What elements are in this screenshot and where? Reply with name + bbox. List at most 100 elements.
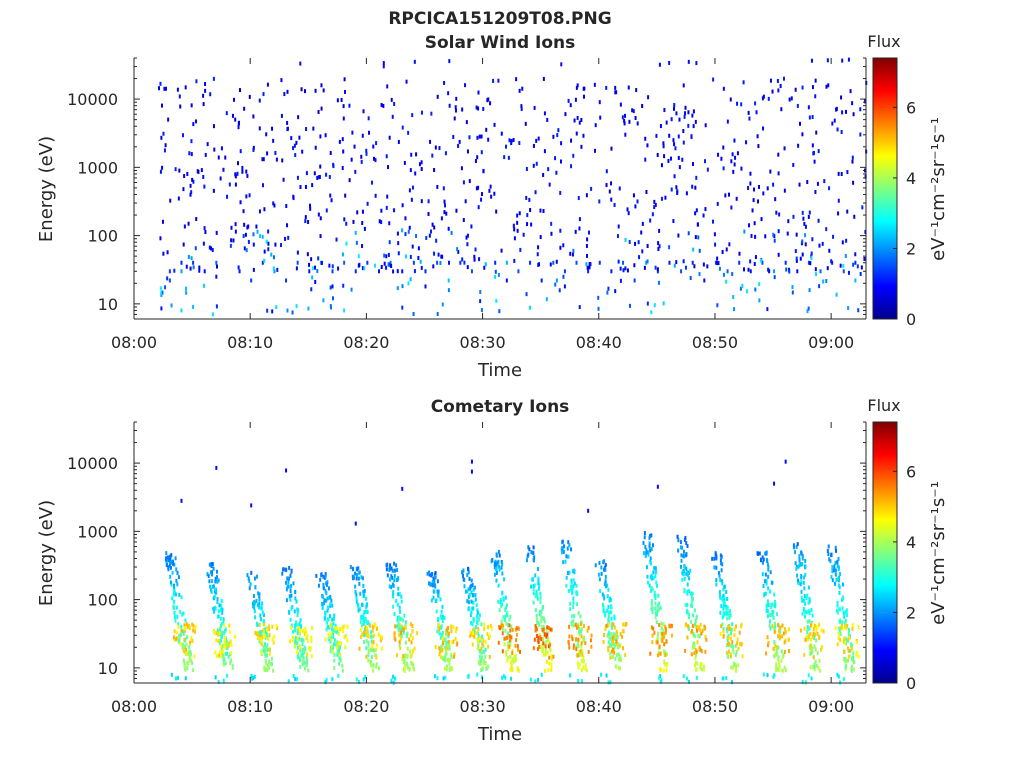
heatmap-cell bbox=[420, 167, 423, 172]
heatmap-cell bbox=[739, 624, 742, 629]
heatmap-cell bbox=[781, 634, 784, 639]
heatmap-cell bbox=[392, 594, 395, 599]
heatmap-cell bbox=[657, 241, 660, 246]
heatmap-cell bbox=[645, 565, 648, 570]
heatmap-cell bbox=[222, 167, 225, 172]
heatmap-cell bbox=[341, 137, 344, 142]
heatmap-cell bbox=[668, 133, 671, 138]
heatmap-cell bbox=[159, 286, 162, 291]
heatmap-cell bbox=[459, 260, 462, 265]
heatmap-cell bbox=[772, 647, 775, 652]
heatmap-cell bbox=[454, 629, 457, 634]
heatmap-cell bbox=[665, 639, 668, 644]
heatmap-cell bbox=[513, 227, 516, 232]
heatmap-cell bbox=[317, 175, 320, 180]
heatmap-cell bbox=[580, 679, 583, 684]
heatmap-cell bbox=[501, 631, 504, 636]
heatmap-cell bbox=[597, 572, 600, 577]
heatmap-cell bbox=[743, 267, 746, 272]
heatmap-cell bbox=[196, 169, 199, 174]
heatmap-cell bbox=[797, 564, 800, 569]
heatmap-cell bbox=[482, 638, 485, 643]
heatmap-cell bbox=[401, 269, 404, 274]
heatmap-cell bbox=[762, 191, 765, 196]
heatmap-cell bbox=[173, 268, 176, 273]
heatmap-cell bbox=[681, 577, 684, 582]
heatmap-cell bbox=[412, 260, 415, 265]
heatmap-cell bbox=[288, 565, 291, 570]
heatmap-cell bbox=[450, 629, 453, 634]
heatmap-cell bbox=[801, 85, 804, 90]
heatmap-cell bbox=[807, 306, 810, 311]
heatmap-cell bbox=[792, 162, 795, 167]
heatmap-cell bbox=[513, 659, 516, 664]
heatmap-cell bbox=[691, 260, 694, 265]
heatmap-cell bbox=[572, 153, 575, 158]
heatmap-cell bbox=[749, 269, 752, 274]
heatmap-cell bbox=[846, 623, 849, 628]
heatmap-cell bbox=[764, 234, 767, 239]
heatmap-cell bbox=[680, 558, 683, 563]
heatmap-cell bbox=[665, 668, 668, 673]
heatmap-cell bbox=[303, 632, 306, 637]
heatmap-cell bbox=[262, 157, 265, 162]
heatmap-cell bbox=[408, 188, 411, 193]
heatmap-cell bbox=[365, 151, 368, 156]
heatmap-cell bbox=[490, 194, 493, 199]
heatmap-cell bbox=[771, 602, 774, 607]
heatmap-cell bbox=[856, 264, 859, 269]
heatmap-cell bbox=[693, 663, 696, 668]
heatmap-cell bbox=[214, 675, 217, 680]
heatmap-cell bbox=[766, 307, 769, 312]
heatmap-cell bbox=[534, 679, 537, 684]
heatmap-cell bbox=[812, 627, 815, 632]
heatmap-cell bbox=[355, 592, 358, 597]
heatmap-cell bbox=[845, 238, 848, 243]
heatmap-cell bbox=[380, 220, 383, 225]
heatmap-cell bbox=[435, 238, 438, 243]
heatmap-cell bbox=[809, 261, 812, 266]
heatmap-cell bbox=[497, 583, 500, 588]
heatmap-cell bbox=[390, 264, 393, 269]
heatmap-cell bbox=[728, 612, 731, 617]
heatmap-cell bbox=[341, 629, 344, 634]
heatmap-cell bbox=[476, 631, 479, 636]
heatmap-cell bbox=[782, 76, 785, 81]
heatmap-cell bbox=[267, 241, 270, 246]
heatmap-cell bbox=[362, 589, 365, 594]
heatmap-cell bbox=[493, 191, 496, 196]
heatmap-cell bbox=[190, 139, 193, 144]
heatmap-cell bbox=[390, 678, 393, 683]
heatmap-cell bbox=[835, 608, 838, 613]
heatmap-cell bbox=[385, 154, 388, 159]
heatmap-cell bbox=[700, 667, 703, 672]
heatmap-cell bbox=[577, 637, 580, 642]
heatmap-cell bbox=[189, 266, 192, 271]
heatmap-cell bbox=[405, 79, 408, 84]
heatmap-cell bbox=[766, 186, 769, 191]
heatmap-cell bbox=[664, 650, 667, 655]
heatmap-cell bbox=[280, 113, 283, 118]
heatmap-cell bbox=[615, 629, 618, 634]
heatmap-cell bbox=[300, 87, 303, 92]
heatmap-cell bbox=[319, 234, 322, 239]
heatmap-cell bbox=[224, 637, 227, 642]
heatmap-cell bbox=[566, 571, 569, 575]
heatmap-cell bbox=[264, 645, 267, 650]
y-axis-label: Energy (eV) bbox=[36, 136, 57, 242]
heatmap-cell bbox=[222, 617, 225, 622]
heatmap-cell bbox=[792, 214, 795, 219]
heatmap-cell bbox=[808, 626, 811, 631]
heatmap-cell bbox=[183, 224, 186, 229]
heatmap-cell bbox=[256, 636, 259, 641]
heatmap-cell bbox=[672, 219, 675, 224]
heatmap-cell bbox=[844, 109, 847, 114]
heatmap-cell bbox=[541, 627, 544, 632]
heatmap-cell bbox=[695, 652, 698, 657]
heatmap-cell bbox=[306, 252, 309, 257]
heatmap-cell bbox=[780, 649, 783, 654]
heatmap-cell bbox=[725, 247, 728, 252]
heatmap-cell bbox=[338, 644, 341, 649]
heatmap-cell bbox=[259, 631, 262, 636]
heatmap-cell bbox=[294, 628, 297, 633]
